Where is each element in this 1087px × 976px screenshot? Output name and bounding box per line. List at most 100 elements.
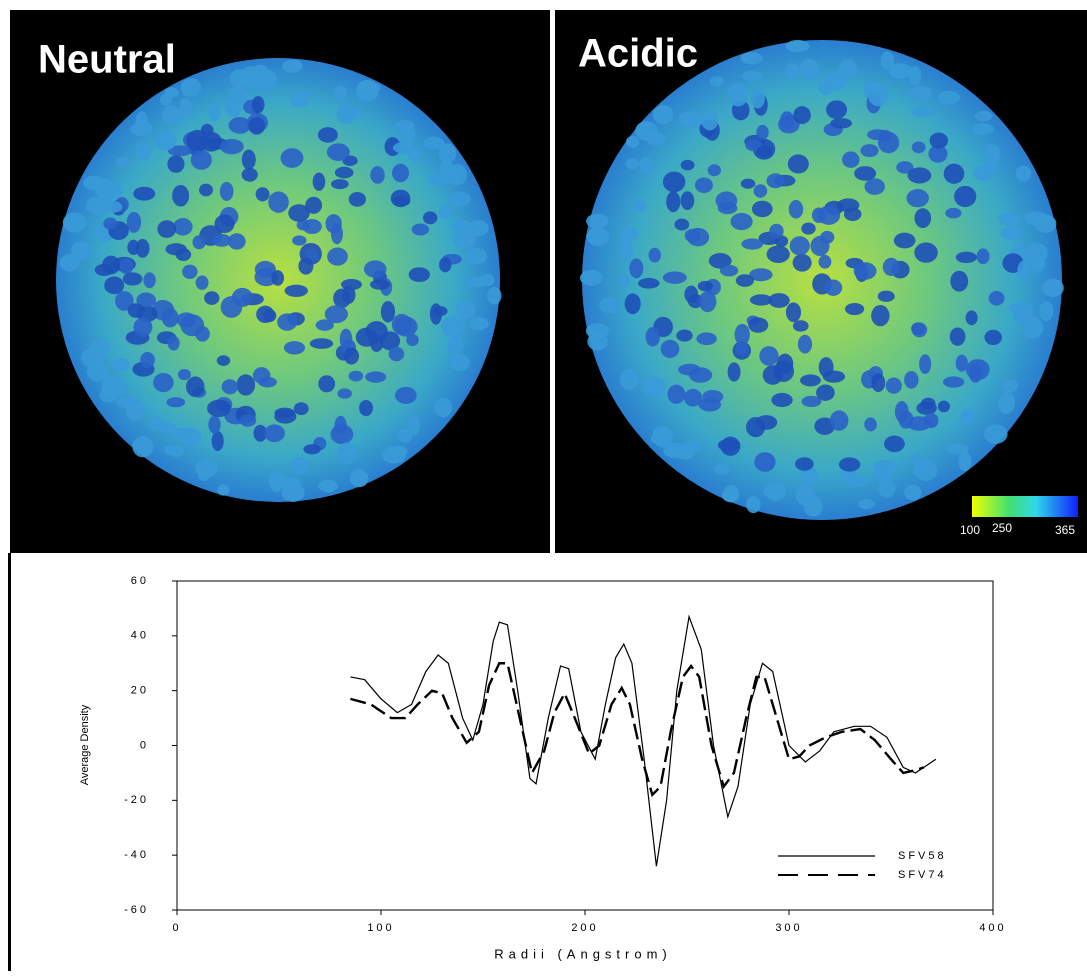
virus-blob bbox=[960, 408, 977, 427]
virus-blob bbox=[89, 339, 111, 358]
virus-blob bbox=[100, 183, 123, 199]
y-tick-label: -60 bbox=[124, 904, 149, 916]
virus-blob bbox=[950, 270, 969, 292]
virus-blob bbox=[283, 341, 306, 355]
virus-blob bbox=[824, 279, 843, 296]
virus-blob bbox=[334, 166, 354, 179]
virus-blob bbox=[195, 458, 218, 478]
virus-blob bbox=[369, 279, 390, 290]
virus-blob bbox=[157, 422, 176, 433]
x-tick-label: 300 bbox=[775, 922, 802, 934]
virus-blob bbox=[642, 375, 666, 398]
virus-blob bbox=[439, 257, 452, 273]
virus-blob bbox=[133, 186, 156, 201]
virus-blob bbox=[192, 235, 206, 250]
virus-blob bbox=[173, 218, 193, 236]
virus-blob bbox=[449, 353, 470, 372]
virus-blob bbox=[135, 141, 152, 161]
virus-blob bbox=[1000, 226, 1024, 240]
virus-blob bbox=[177, 368, 191, 381]
virus-blob bbox=[904, 371, 919, 389]
virus-blob bbox=[219, 181, 234, 201]
virus-blob bbox=[759, 346, 779, 366]
virus-blob bbox=[440, 316, 465, 337]
virus-blob bbox=[579, 269, 603, 286]
virus-blob bbox=[111, 358, 130, 372]
virus-blob bbox=[785, 39, 810, 53]
virus-blob bbox=[334, 415, 347, 436]
virus-blob bbox=[749, 294, 773, 306]
virus-blob bbox=[322, 480, 336, 493]
virus-blob bbox=[860, 144, 879, 158]
virus-blob bbox=[199, 183, 213, 197]
virus-blob bbox=[447, 191, 471, 207]
virus-blob bbox=[937, 90, 960, 105]
virus-blob bbox=[71, 241, 92, 261]
virus-blob bbox=[411, 223, 430, 236]
virus-blob bbox=[904, 484, 922, 501]
virus-blob bbox=[984, 329, 1002, 346]
virus-blob bbox=[394, 386, 417, 404]
x-tick-label: 100 bbox=[367, 922, 394, 934]
virus-blob bbox=[216, 355, 231, 366]
virus-blob bbox=[274, 409, 297, 424]
virus-blob bbox=[942, 376, 965, 388]
virus-blob bbox=[119, 258, 134, 275]
virus-blob bbox=[700, 109, 719, 131]
virus-blob bbox=[660, 339, 680, 359]
virus-blob bbox=[165, 243, 187, 256]
virus-blob bbox=[136, 292, 156, 308]
colorbar-label: 250 bbox=[992, 521, 1012, 535]
virus-blob bbox=[447, 335, 464, 354]
series-line bbox=[350, 614, 937, 867]
virus-blob bbox=[359, 399, 373, 417]
virus-blob bbox=[324, 305, 348, 324]
virus-blob bbox=[684, 285, 699, 304]
virus-blob bbox=[428, 173, 452, 185]
virus-blob bbox=[878, 479, 896, 498]
virus-blob bbox=[211, 431, 224, 451]
virus-blob bbox=[302, 218, 322, 235]
virus-blob bbox=[225, 96, 242, 118]
virus-blob bbox=[395, 120, 415, 132]
virus-blob bbox=[381, 446, 406, 464]
virus-blob bbox=[167, 335, 180, 351]
virus-blob bbox=[86, 362, 109, 382]
virus-blob bbox=[829, 410, 849, 431]
virus-blob bbox=[290, 456, 309, 476]
virus-blob bbox=[305, 249, 319, 261]
virus-blob bbox=[698, 397, 722, 412]
virus-blob bbox=[949, 327, 966, 346]
virus-blob bbox=[326, 143, 350, 161]
virus-blob bbox=[365, 371, 387, 383]
virus-blob bbox=[679, 115, 703, 128]
virus-blob bbox=[394, 316, 418, 337]
virus-blob bbox=[104, 276, 125, 295]
virus-blob bbox=[469, 317, 489, 331]
virus-blob bbox=[370, 335, 384, 352]
virus-blob bbox=[683, 388, 703, 407]
virus-blob bbox=[666, 191, 681, 213]
virus-blob bbox=[135, 238, 150, 258]
virus-blob bbox=[1008, 302, 1033, 315]
virus-blob bbox=[340, 278, 362, 290]
virus-blob bbox=[777, 115, 800, 134]
virus-blob bbox=[785, 302, 802, 323]
virus-blob bbox=[159, 93, 173, 106]
left-border bbox=[8, 553, 11, 971]
virus-blob bbox=[667, 384, 686, 404]
y-tick-label: -20 bbox=[124, 794, 149, 806]
virus-blob bbox=[1015, 165, 1032, 182]
virus-blob bbox=[801, 222, 816, 235]
virus-blob bbox=[115, 290, 134, 311]
virus-blob bbox=[487, 286, 502, 305]
virus-blob bbox=[298, 257, 314, 275]
virus-blob bbox=[398, 428, 413, 443]
virus-blob bbox=[880, 51, 895, 70]
virus-blob bbox=[195, 326, 210, 342]
virus-blob bbox=[62, 212, 87, 233]
virus-blob bbox=[801, 395, 822, 408]
virus-blob bbox=[452, 229, 477, 248]
x-tick-label: 0 bbox=[172, 922, 181, 934]
virus-blob bbox=[740, 52, 763, 65]
